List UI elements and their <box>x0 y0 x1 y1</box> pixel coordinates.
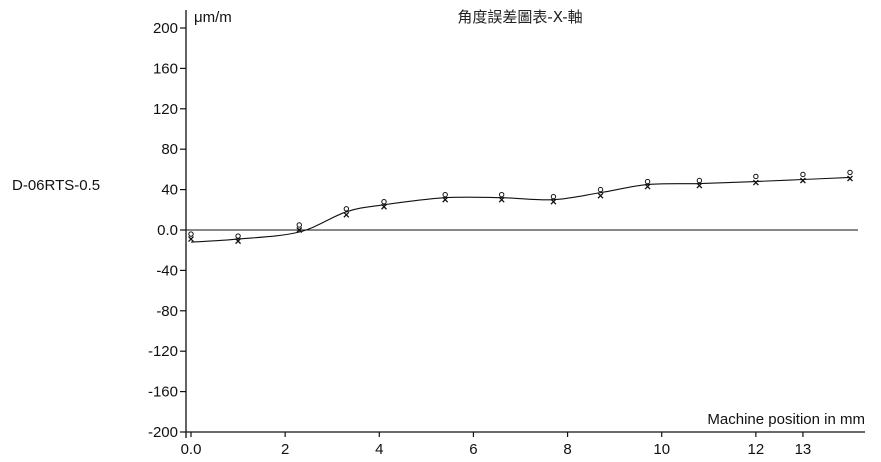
cross-point <box>188 236 194 243</box>
series-side-label: D-06RTS-0.5 <box>12 177 100 194</box>
x-tick-label: 8 <box>563 441 571 458</box>
trend-curve <box>190 176 851 243</box>
data-marks-group <box>188 169 853 245</box>
y-tick-label: 160 <box>153 60 178 77</box>
x-tick-label: 12 <box>748 441 765 458</box>
cross-point <box>847 175 853 182</box>
cross-point <box>597 192 604 199</box>
circle-point <box>381 199 387 205</box>
cross-point <box>752 179 759 186</box>
y-tick-label: -40 <box>156 262 178 279</box>
circle-point <box>644 178 651 185</box>
y-tick-label: -160 <box>148 384 178 401</box>
chart-title: 角度誤差圖表-X-軸 <box>457 8 582 26</box>
circle-point <box>188 231 194 237</box>
y-tick-label: -120 <box>148 343 178 360</box>
cross-point <box>799 177 806 184</box>
y-tick-label: -80 <box>156 303 178 320</box>
x-tick-label: 2 <box>281 441 289 458</box>
circle-point <box>753 173 759 180</box>
y-tick-label: 120 <box>153 101 178 118</box>
circle-point <box>550 193 557 200</box>
circle-point <box>597 186 604 193</box>
x-tick-label: 6 <box>469 441 477 458</box>
x-tick-label: 10 <box>653 441 670 458</box>
circle-point <box>442 191 448 198</box>
y-tick-label: 200 <box>153 20 178 37</box>
cross-point <box>343 211 350 218</box>
y-tick-label: 40 <box>161 182 178 199</box>
x-axis-label: Machine position in mm <box>707 411 865 428</box>
circle-point <box>343 206 350 212</box>
circle-point <box>235 233 241 239</box>
y-tick-label: 0.0 <box>157 222 178 239</box>
x-tick-label: 0.0 <box>181 441 202 458</box>
circle-point <box>296 222 302 228</box>
x-tick-label: 4 <box>375 441 383 458</box>
x-tick-label: 13 <box>795 441 812 458</box>
circle-point <box>847 169 853 176</box>
circle-point <box>498 191 505 198</box>
circle-point <box>696 177 703 184</box>
y-tick-label: 80 <box>161 141 178 158</box>
circle-point <box>800 171 806 178</box>
y-unit-label: μm/m <box>194 9 232 26</box>
y-tick-label: -200 <box>148 424 178 441</box>
